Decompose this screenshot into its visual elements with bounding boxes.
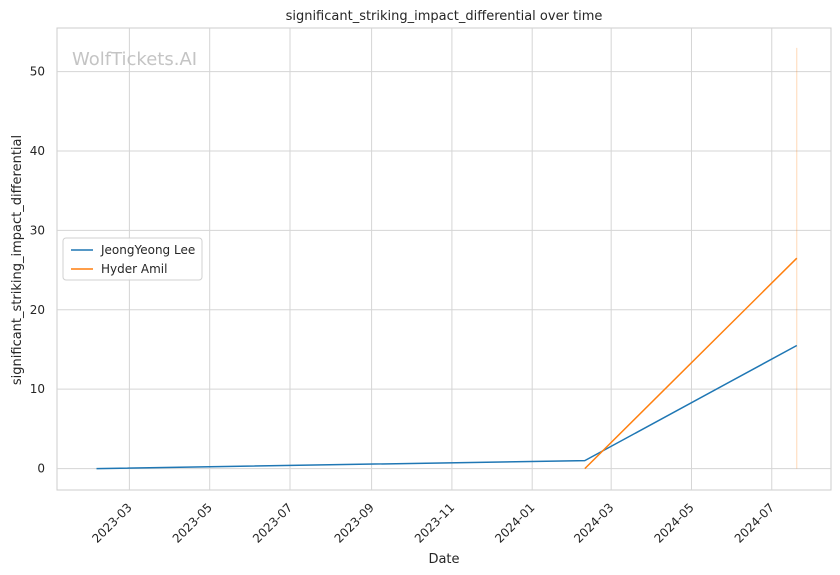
y-grid [57, 71, 831, 470]
x-tick-label: 2023-07 [250, 500, 295, 545]
y-tick-label: 10 [30, 382, 45, 396]
x-tick-label: 2024-07 [732, 500, 777, 545]
series-lines [96, 257, 798, 470]
x-tick-label: 2023-09 [332, 500, 377, 545]
x-tick-label: 2024-03 [571, 500, 616, 545]
y-axis-label: significant_striking_impact_differential [10, 135, 25, 385]
y-tick-labels: 0 10 20 30 40 50 [30, 65, 45, 476]
x-tick-label: 2023-05 [170, 500, 215, 545]
x-tick-label: 2023-03 [89, 500, 134, 545]
series-line-1 [96, 344, 798, 470]
y-tick-label: 20 [30, 303, 45, 317]
x-grid [128, 28, 773, 490]
legend-label-1: JeongYeong Lee [100, 243, 195, 257]
chart-title: significant_striking_impact_differential… [286, 9, 603, 24]
y-tick-label: 0 [37, 462, 45, 476]
watermark: WolfTickets.AI [72, 49, 197, 70]
y-tick-label: 50 [30, 65, 45, 79]
x-tick-label: 2024-05 [651, 500, 696, 545]
legend-box [62, 237, 203, 281]
legend-label-2: Hyder Amil [101, 262, 167, 276]
x-tick-label: 2024-01 [492, 500, 537, 545]
x-tick-label: 2023-11 [412, 500, 457, 545]
y-tick-label: 40 [30, 144, 45, 158]
y-tick-label: 30 [30, 223, 45, 237]
legend: JeongYeong Lee Hyder Amil [62, 237, 203, 281]
x-tick-labels: 2023-03 2023-05 2023-07 2023-09 2023-11 2024-… [89, 500, 777, 545]
series-line-2 [584, 257, 798, 470]
x-axis-label: Date [428, 552, 459, 567]
